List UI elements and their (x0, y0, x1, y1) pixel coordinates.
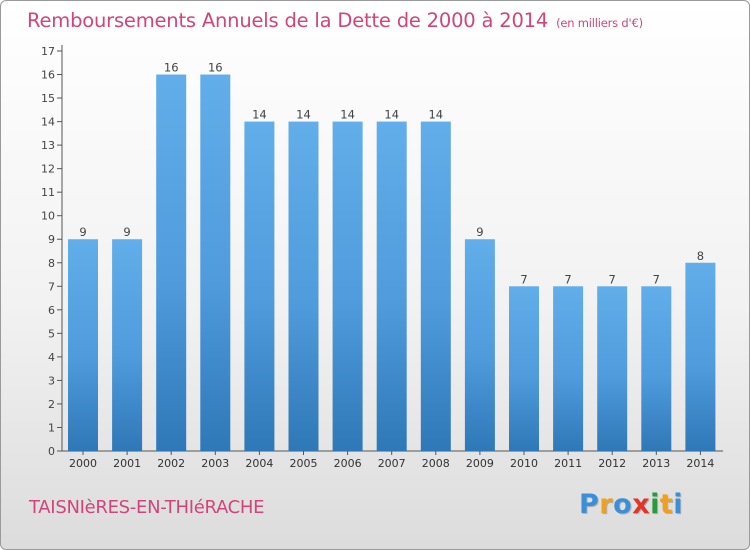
data-label: 9 (123, 225, 130, 239)
logo-letter: i (650, 489, 660, 520)
x-tick-label: 2003 (201, 457, 229, 470)
y-tick-label: 7 (48, 280, 55, 293)
x-tick-label: 2011 (554, 457, 582, 470)
y-tick-label: 0 (48, 445, 55, 458)
bar (464, 239, 495, 451)
y-tick-label: 15 (41, 92, 55, 105)
y-tick-label: 5 (48, 327, 55, 340)
x-tick-label: 2007 (378, 457, 406, 470)
data-label: 8 (697, 249, 704, 263)
data-label: 16 (164, 61, 179, 75)
bar (156, 74, 187, 451)
bar (200, 74, 231, 451)
y-tick-label: 16 (41, 69, 55, 82)
town-name: TAISNIèRES-EN-THIéRACHE (29, 497, 265, 518)
bar (641, 286, 672, 451)
y-tick-label: 2 (48, 398, 55, 411)
y-tick-label: 11 (41, 186, 55, 199)
x-tick-label: 2001 (113, 457, 141, 470)
data-label: 9 (476, 225, 483, 239)
data-label: 14 (340, 108, 355, 122)
y-tick-label: 6 (48, 304, 55, 317)
data-label: 7 (609, 272, 616, 286)
y-tick-label: 12 (41, 163, 55, 176)
logo-letter: r (599, 489, 614, 520)
bar (509, 286, 539, 451)
logo-letter: x (632, 489, 651, 520)
bar (332, 121, 363, 452)
bar (553, 286, 584, 451)
bar (685, 262, 716, 451)
x-tick-label: 2009 (466, 457, 494, 470)
data-label: 16 (208, 61, 223, 75)
x-tick-label: 2006 (334, 457, 362, 470)
chart-unit: (en milliers d'€) (556, 16, 643, 30)
bar (68, 239, 98, 451)
y-tick-label: 13 (41, 139, 55, 152)
x-tick-label: 2008 (422, 457, 450, 470)
bar (244, 121, 275, 452)
logo-letter: i (673, 489, 684, 520)
chart-labels: 2000 9 2001 9 2002 16 2003 16 2004 14 2005 14 2006 14… (69, 61, 714, 470)
y-tick-label: 17 (41, 45, 55, 58)
bar (376, 121, 407, 452)
x-tick-label: 2004 (245, 457, 273, 470)
chart-title: Remboursements Annuels de la Dette de 20… (27, 9, 643, 32)
bar (597, 286, 628, 451)
logo-letter: o (613, 489, 633, 520)
y-tick-label: 3 (48, 374, 55, 387)
chart-bars (68, 74, 716, 452)
data-label: 7 (564, 272, 571, 286)
x-tick-label: 2005 (290, 457, 318, 470)
data-label: 7 (520, 272, 527, 286)
bar (420, 121, 451, 452)
y-tick-label: 1 (48, 421, 55, 434)
x-tick-label: 2012 (598, 457, 626, 470)
data-label: 9 (79, 225, 86, 239)
x-tick-label: 2000 (69, 457, 97, 470)
data-label: 7 (653, 272, 660, 286)
y-tick-label: 4 (48, 351, 55, 364)
logo-letter: t (659, 489, 674, 520)
chart-title-text: Remboursements Annuels de la Dette de 20… (27, 9, 549, 32)
x-tick-label: 2013 (642, 457, 670, 470)
y-tick-label: 9 (48, 233, 55, 246)
data-label: 14 (252, 108, 267, 122)
bar (112, 239, 143, 451)
y-tick-label: 8 (48, 257, 55, 270)
x-tick-label: 2002 (157, 457, 185, 470)
bar (288, 121, 319, 452)
data-label: 14 (384, 108, 399, 122)
y-tick-label: 10 (41, 210, 55, 223)
y-tick-label: 14 (41, 116, 55, 129)
x-tick-label: 2014 (686, 457, 714, 470)
logo-letter: P (579, 489, 600, 520)
x-tick-label: 2010 (510, 457, 538, 470)
data-label: 14 (296, 108, 311, 122)
proxiti-logo: Proxiti (579, 489, 683, 520)
data-label: 14 (428, 108, 443, 122)
